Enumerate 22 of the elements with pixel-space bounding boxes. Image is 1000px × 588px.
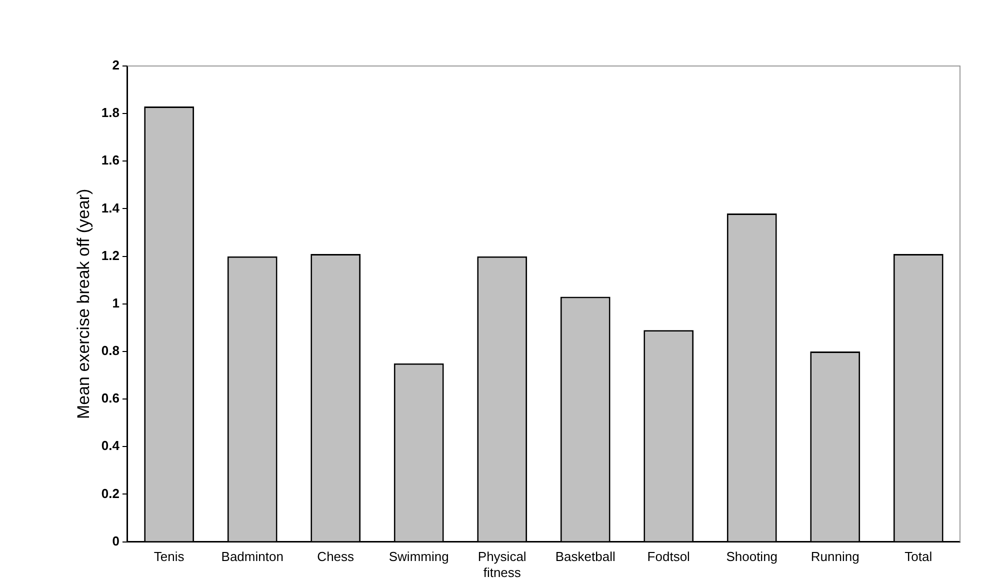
y-tick-label: 1.2	[101, 248, 120, 263]
y-tick-label: 1.8	[101, 105, 120, 120]
x-tick-label: Fodtsol	[647, 549, 690, 564]
x-tick-label: Swimming	[388, 549, 449, 564]
x-tick-label: Badminton	[221, 549, 284, 564]
y-tick-label: 0.4	[101, 438, 120, 454]
x-tick-label: Basketball	[555, 549, 616, 564]
y-tick-label: 1	[112, 295, 120, 310]
y-tick-label: 2	[112, 58, 120, 73]
y-tick-label: 1.6	[101, 152, 120, 168]
x-tick-label: Physical fitness	[478, 549, 526, 580]
y-tick-label: 0.2	[101, 486, 120, 501]
x-tick-label: Shooting	[726, 549, 778, 564]
y-tick-label: 1.4	[101, 200, 120, 216]
x-tick-label: Chess	[317, 549, 355, 564]
x-tick-label: Running	[810, 549, 860, 564]
y-axis-title: Mean exercise break off (year)	[74, 188, 93, 420]
y-tick-label: 0	[112, 533, 120, 548]
y-tick-label: 0.6	[101, 390, 120, 406]
x-tick-label: Tenis	[154, 549, 185, 564]
x-tick-label: Total	[904, 549, 932, 564]
y-tick-label: 0.8	[101, 343, 120, 358]
